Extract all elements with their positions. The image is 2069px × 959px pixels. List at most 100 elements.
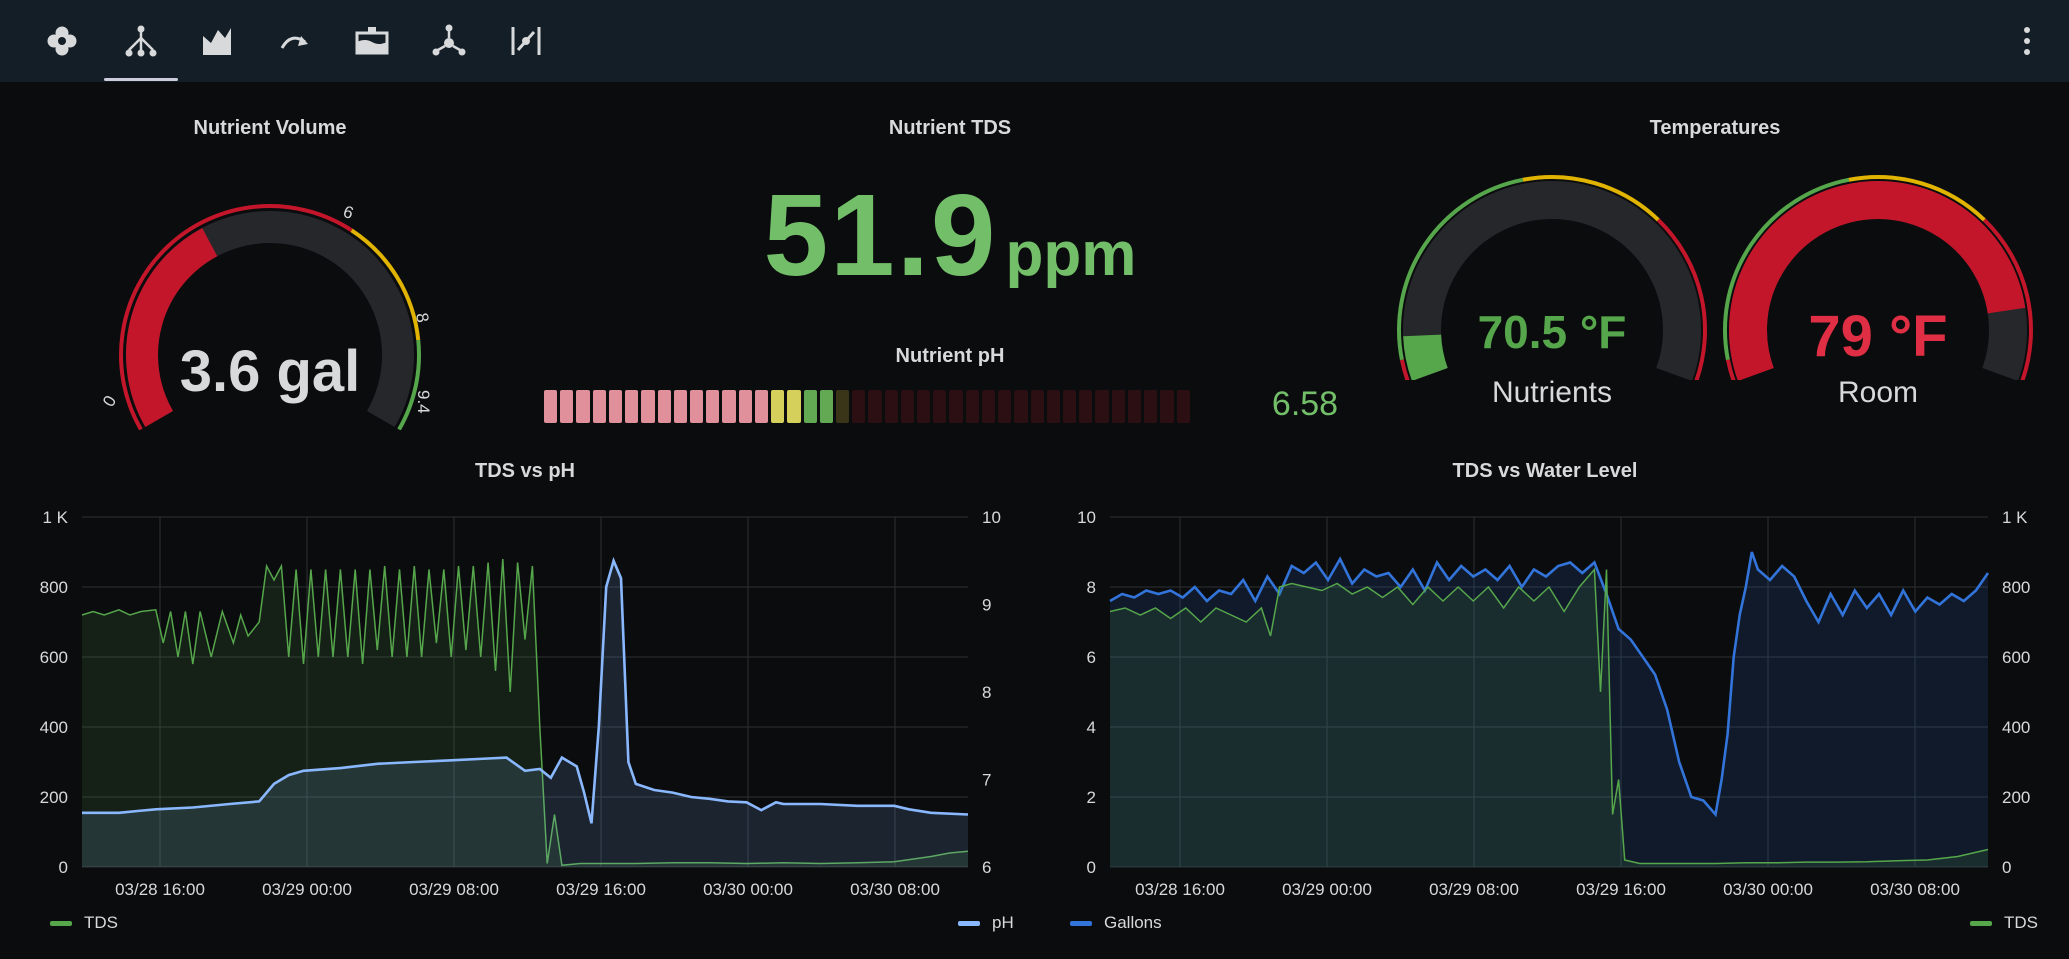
y-left-tick: 600 (40, 648, 68, 667)
chart2-title: TDS vs Water Level (1452, 460, 1638, 482)
series-line-ph (82, 556, 969, 824)
y-right-tick: 8 (982, 683, 991, 702)
volume-tick-8: 8 (412, 311, 432, 324)
ph-bar-cell (1046, 390, 1060, 423)
ph-bar-cell (754, 390, 769, 423)
room-temp-label: Room (1837, 376, 1919, 409)
nutrient-temp-gauge (1397, 175, 1707, 380)
series-area-tds (82, 559, 968, 867)
tank-icon (355, 27, 389, 55)
tab-hierarchy[interactable] (104, 14, 178, 81)
volume-gauge: 0 6 8 9.4 (100, 202, 433, 430)
tds-legend-label: TDS (84, 913, 118, 932)
temps-panel-title: Temperatures (1649, 117, 1781, 139)
ph-bar-cell (917, 390, 931, 423)
volume-tick-6: 6 (341, 202, 356, 223)
tab-area-chart[interactable] (180, 14, 254, 68)
tds-unit: ppm (1005, 220, 1137, 289)
y-right-tick: 10 (982, 508, 1001, 527)
ph-bar-cell (803, 390, 817, 423)
y-left-tick: 0 (59, 858, 68, 877)
ph-bar-cell (835, 390, 850, 423)
tab-redo[interactable] (258, 14, 332, 68)
series-line-tds (1109, 567, 1989, 865)
flower-icon (47, 26, 77, 56)
ph-bar-cell (689, 390, 704, 423)
nutrient-temp-value: 70.5 °F (1477, 306, 1627, 358)
y-left-tick: 6 (1087, 648, 1096, 667)
x-tick: 03/29 08:00 (409, 880, 499, 899)
y-left-tick: 8 (1087, 578, 1096, 597)
volume-tick-0: 0 (100, 392, 120, 410)
tab-tank[interactable] (335, 14, 409, 68)
ph-bar-cell (1144, 390, 1158, 423)
y-right-tick: 9 (982, 596, 991, 615)
area-chart-icon (203, 28, 231, 55)
chart1-legend-tds[interactable]: TDS (50, 913, 118, 933)
tds-value: 51.9 (763, 170, 998, 300)
chart2-legend-tds[interactable]: TDS (1970, 913, 2038, 933)
network-hub-icon (432, 24, 466, 56)
chart1-title: TDS vs pH (474, 460, 576, 482)
y-right-tick: 1 K (2002, 508, 2028, 527)
x-tick: 03/29 00:00 (262, 880, 352, 899)
y-left-tick: 800 (40, 578, 68, 597)
volume-tick-max: 9.4 (414, 390, 433, 414)
tab-network-hub[interactable] (412, 14, 486, 68)
volume-panel-title: Nutrient Volume (193, 117, 347, 139)
y-left-tick: 1 K (42, 508, 68, 527)
nutrient-temp-track (1403, 181, 1701, 380)
ph-bar-cell (641, 390, 655, 423)
ph-bar-gauge (544, 390, 1190, 423)
tds-panel-title: Nutrient TDS (888, 117, 1012, 139)
volume-value: 3.6 gal (179, 339, 361, 404)
chart1-legend-ph[interactable]: pH (958, 913, 1014, 933)
ph-bar-cell (1095, 390, 1109, 423)
ph-legend-swatch (958, 920, 980, 926)
ph-bar-cell (625, 390, 639, 423)
volume-threshold-red (119, 204, 353, 430)
ph-bar-cell (706, 390, 720, 423)
x-tick: 03/29 16:00 (1576, 880, 1666, 899)
more-dots-icon (2024, 27, 2030, 33)
ph-value: 6.58 (1271, 385, 1339, 423)
ph-legend-label: pH (992, 913, 1014, 932)
ph-bar-cell (673, 390, 687, 423)
ph-bar-cell (1079, 390, 1093, 423)
ph-bar-cell (1014, 390, 1028, 423)
tab-flower[interactable] (25, 14, 99, 68)
tds2-legend-label: TDS (2004, 913, 2038, 932)
ph-bar-cell (787, 390, 801, 423)
ph-bar-cell (592, 390, 606, 423)
ph-bar-cell (884, 390, 898, 423)
chart2-legend-gallons[interactable]: Gallons (1070, 913, 1162, 933)
ph-bar-cell (738, 390, 752, 423)
redo-arrow-icon (280, 36, 308, 49)
room-temp-fill (1729, 181, 2026, 380)
x-tick: 03/28 16:00 (1135, 880, 1225, 899)
ph-bar-cell (560, 390, 574, 423)
x-tick: 03/30 00:00 (703, 880, 793, 899)
ph-bar-cell (933, 390, 947, 423)
y-right-tick: 0 (2002, 858, 2011, 877)
ph-bar-cell (771, 390, 785, 423)
x-tick: 03/30 08:00 (850, 880, 940, 899)
x-tick: 03/29 00:00 (1282, 880, 1372, 899)
ph-bar-cell (900, 390, 915, 423)
ph-bar-cell (722, 390, 736, 423)
y-right-tick: 600 (2002, 648, 2030, 667)
x-tick: 03/29 08:00 (1429, 880, 1519, 899)
top-nav-bar (0, 0, 2069, 82)
ph-bar-cell (657, 390, 671, 423)
series-line-tds (81, 558, 969, 867)
tab-slash-needle[interactable] (489, 14, 563, 68)
gallons-legend-swatch (1070, 920, 1092, 926)
ph-bar-cell (1030, 390, 1044, 423)
more-menu-button[interactable] (2015, 24, 2039, 58)
nutrient-temp-label: Nutrients (1491, 376, 1613, 409)
ph-bar-cell (852, 390, 866, 423)
ph-bar-cell (1111, 390, 1125, 423)
y-left-tick: 10 (1077, 508, 1096, 527)
x-tick: 03/30 08:00 (1870, 880, 1960, 899)
y-left-tick: 4 (1087, 718, 1096, 737)
